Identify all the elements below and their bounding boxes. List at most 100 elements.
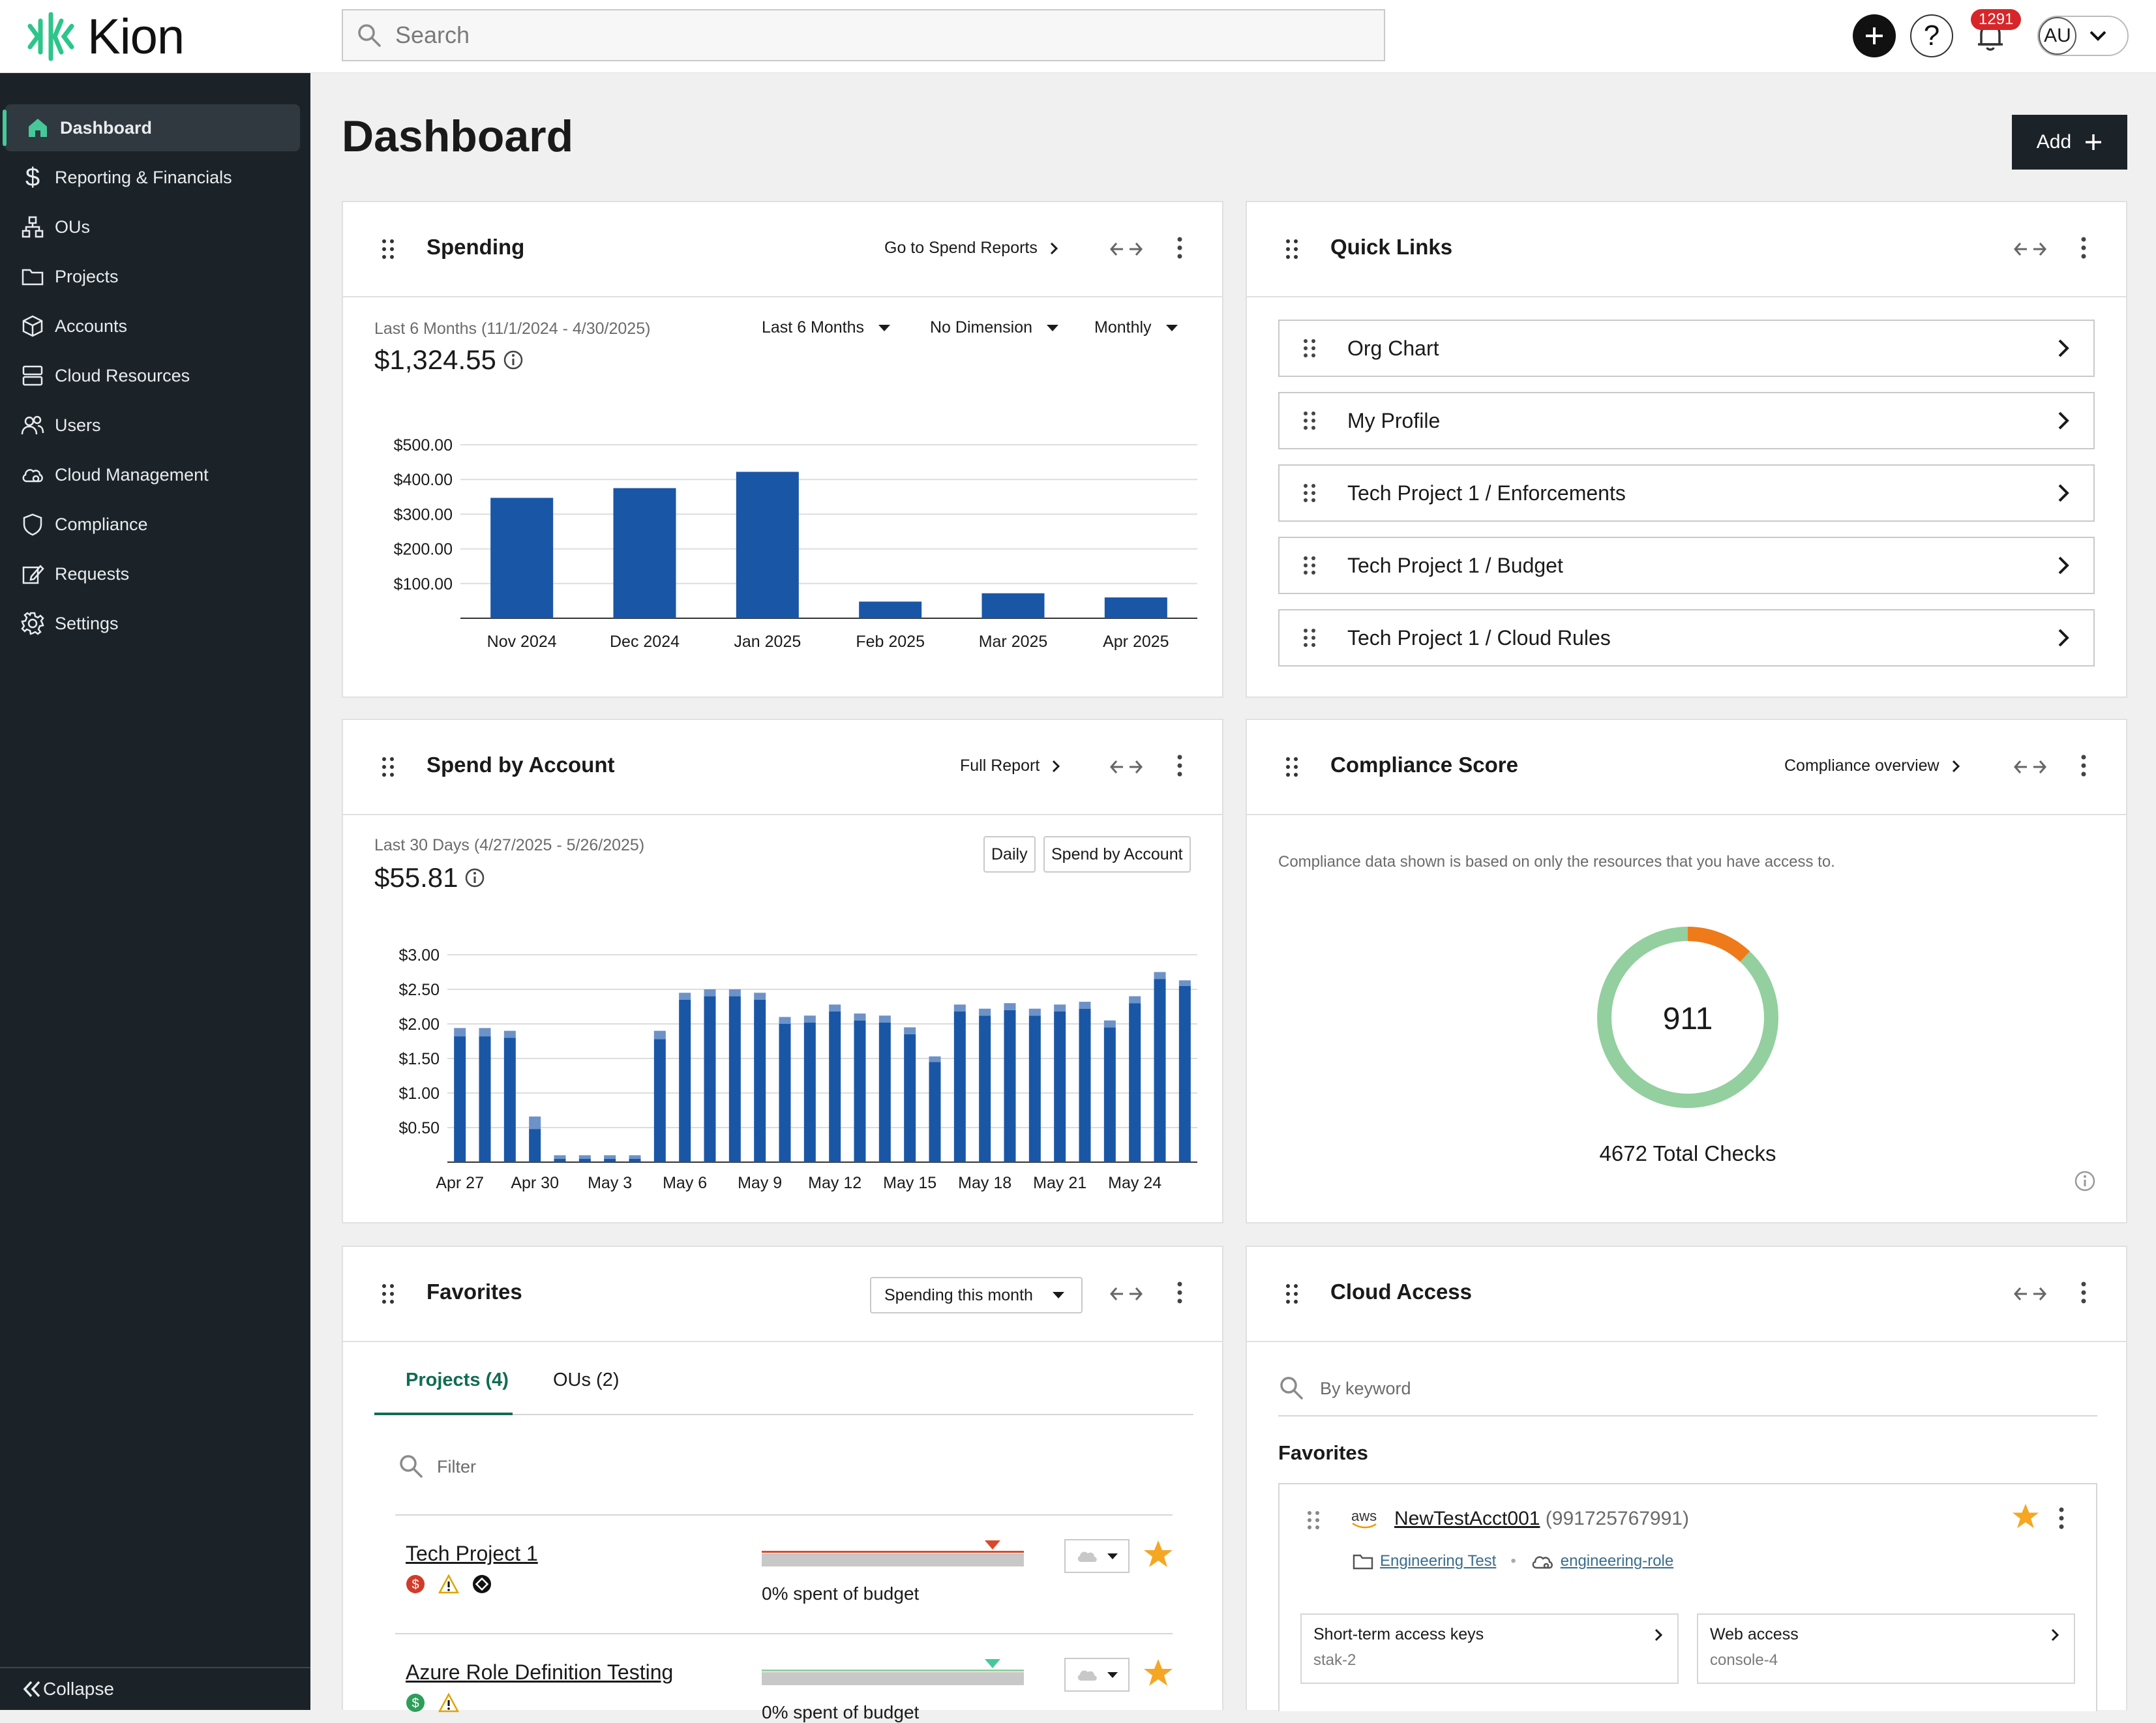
drag-handle-icon[interactable]	[1285, 757, 1299, 777]
kebab-menu-icon[interactable]	[2080, 754, 2087, 777]
bar-segment-top[interactable]	[979, 1008, 991, 1016]
kion-logo[interactable]: Kion	[26, 9, 185, 65]
kebab-menu-icon[interactable]	[2058, 1506, 2065, 1530]
kebab-menu-icon[interactable]	[1176, 1281, 1183, 1304]
bar-segment-top[interactable]	[454, 1028, 466, 1037]
cloud-access-dropdown[interactable]	[1064, 1658, 1130, 1692]
bar-segment-top[interactable]	[604, 1155, 616, 1159]
bar-segment[interactable]	[1178, 985, 1191, 1162]
bar-segment[interactable]	[629, 1158, 641, 1162]
bar-segment[interactable]	[979, 1015, 991, 1162]
favorite-project-link[interactable]: Azure Role Definition Testing	[406, 1660, 674, 1684]
add-widget-button[interactable]: Add	[2012, 115, 2127, 170]
bar-segment[interactable]	[1079, 1008, 1091, 1162]
star-filled-icon[interactable]	[1143, 1658, 1174, 1688]
expand-width-icon[interactable]	[2014, 1286, 2046, 1302]
quick-link-item[interactable]: Org Chart	[1278, 320, 2095, 377]
star-filled-icon[interactable]	[2011, 1503, 2040, 1530]
user-menu[interactable]: AU	[2037, 16, 2129, 56]
search-input[interactable]: Search	[342, 9, 1385, 61]
info-icon[interactable]	[503, 350, 524, 370]
expand-width-icon[interactable]	[2014, 759, 2046, 775]
bar-segment-top[interactable]	[779, 1017, 791, 1024]
bar-segment-top[interactable]	[829, 1004, 841, 1011]
bar-segment[interactable]	[529, 1129, 541, 1162]
bar-segment[interactable]	[728, 996, 741, 1162]
expand-width-icon[interactable]	[1110, 759, 1143, 775]
bar-segment[interactable]	[1154, 979, 1166, 1162]
bar-segment-top[interactable]	[653, 1030, 666, 1040]
bar-segment-top[interactable]	[679, 993, 691, 1000]
bar-segment-top[interactable]	[878, 1015, 891, 1023]
kebab-menu-icon[interactable]	[2080, 236, 2087, 260]
drag-handle-icon[interactable]	[1303, 338, 1316, 358]
bar-segment[interactable]	[953, 1011, 966, 1162]
drag-handle-icon[interactable]	[1285, 239, 1299, 260]
filter-input[interactable]: Filter	[437, 1457, 476, 1476]
spend-reports-link[interactable]: Go to Spend Reports	[884, 239, 1058, 258]
drag-handle-icon[interactable]	[1307, 1510, 1320, 1530]
bar-segment[interactable]	[704, 996, 716, 1162]
drag-handle-icon[interactable]	[1285, 1283, 1299, 1304]
sidebar-item-dashboard[interactable]: Dashboard	[3, 104, 300, 151]
quick-link-item[interactable]: Tech Project 1 / Budget	[1278, 537, 2095, 594]
quick-link-item[interactable]: My Profile	[1278, 392, 2095, 449]
sidebar-item-cloud-management[interactable]: Cloud Management	[0, 451, 310, 498]
quick-link-item[interactable]: Tech Project 1 / Cloud Rules	[1278, 609, 2095, 667]
bar-segment-top[interactable]	[554, 1155, 566, 1159]
bar-segment-top[interactable]	[1154, 972, 1166, 980]
bar-segment-top[interactable]	[479, 1028, 491, 1037]
bar-segment[interactable]	[829, 1011, 841, 1162]
interval-dropdown[interactable]: Monthly	[1094, 318, 1178, 337]
bar-segment[interactable]	[754, 999, 766, 1162]
create-button[interactable]	[1853, 14, 1896, 57]
web-access-button[interactable]: Web access console-4	[1697, 1613, 2075, 1684]
bar-segment-top[interactable]	[578, 1155, 591, 1159]
sidebar-item-users[interactable]: Users	[0, 402, 310, 449]
drag-handle-icon[interactable]	[381, 757, 395, 777]
bar-segment[interactable]	[878, 1022, 891, 1162]
period-dropdown[interactable]: Last 6 Months	[762, 318, 891, 337]
sidebar-item-ous[interactable]: OUs	[0, 203, 310, 250]
tab-projects[interactable]: Projects (4)	[406, 1370, 509, 1390]
bar-segment[interactable]	[1103, 1027, 1116, 1162]
sidebar-item-accounts[interactable]: Accounts	[0, 303, 310, 350]
bar-segment-top[interactable]	[929, 1056, 941, 1062]
sidebar-item-cloud-resources[interactable]: Cloud Resources	[0, 352, 310, 399]
drag-handle-icon[interactable]	[1303, 483, 1316, 503]
bar-segment[interactable]	[1028, 1015, 1041, 1162]
bar[interactable]	[613, 488, 676, 619]
bar-segment[interactable]	[854, 1020, 866, 1162]
bar-segment[interactable]	[929, 1062, 941, 1162]
star-filled-icon[interactable]	[1143, 1539, 1174, 1569]
kebab-menu-icon[interactable]	[2080, 1281, 2087, 1304]
keyword-search-input[interactable]: By keyword	[1320, 1379, 1411, 1398]
bar-segment-top[interactable]	[1103, 1020, 1116, 1028]
favorite-project-link[interactable]: Tech Project 1	[406, 1542, 538, 1565]
kebab-menu-icon[interactable]	[1176, 754, 1183, 777]
drag-handle-icon[interactable]	[381, 1283, 395, 1304]
bar-segment[interactable]	[578, 1158, 591, 1162]
bar-segment[interactable]	[454, 1036, 466, 1162]
bar-segment-top[interactable]	[1054, 1004, 1066, 1011]
bar-segment[interactable]	[604, 1158, 616, 1162]
bar-segment-top[interactable]	[529, 1116, 541, 1130]
bar-segment[interactable]	[679, 999, 691, 1162]
full-report-link[interactable]: Full Report	[960, 757, 1060, 775]
bar-segment[interactable]	[503, 1038, 516, 1162]
favorites-sort-dropdown[interactable]: Spending this month	[870, 1277, 1083, 1313]
bar-segment-top[interactable]	[1004, 1003, 1016, 1010]
bar-segment[interactable]	[653, 1039, 666, 1162]
compliance-overview-link[interactable]: Compliance overview	[1784, 757, 1960, 775]
cloud-access-dropdown[interactable]	[1064, 1539, 1130, 1573]
account-name-link[interactable]: NewTestAcct001	[1394, 1508, 1540, 1529]
bar-segment-top[interactable]	[629, 1155, 641, 1159]
bar-segment-top[interactable]	[754, 993, 766, 1000]
sidebar-item-settings[interactable]: Settings	[0, 600, 310, 647]
quick-link-item[interactable]: Tech Project 1 / Enforcements	[1278, 464, 2095, 522]
sidebar-item-projects[interactable]: Projects	[0, 253, 310, 300]
bar[interactable]	[859, 601, 922, 618]
bar-segment-top[interactable]	[1129, 996, 1141, 1004]
bar[interactable]	[736, 472, 799, 618]
bar-segment-top[interactable]	[1079, 1002, 1091, 1009]
